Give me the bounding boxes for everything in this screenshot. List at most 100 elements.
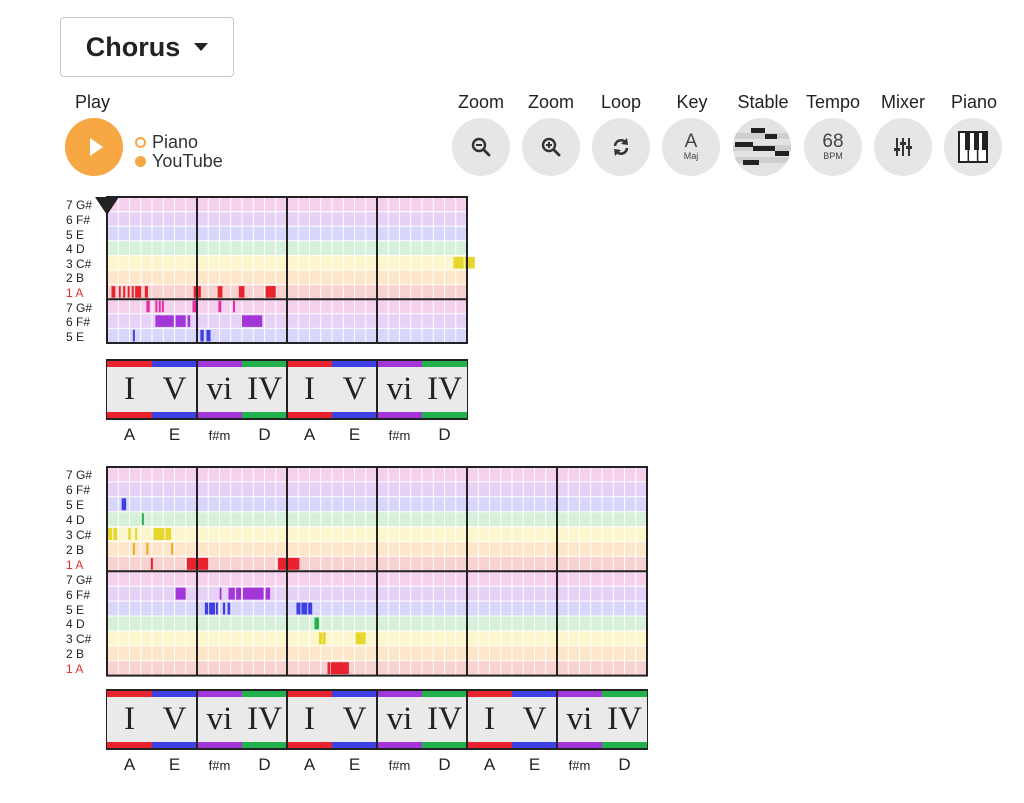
scale-degree-label: 2 B: [66, 647, 85, 662]
chord-name: f#m: [388, 428, 411, 443]
melody-note: [464, 256, 475, 269]
stable-button[interactable]: [733, 118, 791, 176]
chord-roman-numeral[interactable]: vi: [557, 691, 602, 748]
measure-separator: [376, 359, 378, 420]
melody-note: [206, 329, 211, 342]
melody-note: [314, 617, 319, 630]
melody-note: [233, 300, 235, 313]
melody-note: [193, 286, 199, 298]
scale-degree-label: 7 G#: [66, 468, 93, 483]
melody-note: [242, 587, 264, 600]
chord-name: D: [258, 425, 271, 444]
source-option-piano[interactable]: Piano: [135, 132, 198, 153]
melody-note: [128, 528, 131, 540]
chord-roman-numeral[interactable]: IV: [422, 691, 467, 748]
scale-degree-label: 3 C#: [66, 528, 92, 543]
scale-degree-label: 1 A: [66, 557, 84, 572]
chord-roman-numeral[interactable]: V: [152, 691, 197, 748]
key-button[interactable]: A Maj: [662, 118, 720, 176]
melody-note: [135, 528, 138, 540]
melody-note: [131, 286, 134, 298]
zoom-out-label: Zoom: [457, 92, 504, 112]
source-option-youtube[interactable]: YouTube: [135, 151, 223, 172]
measure-separator: [376, 689, 378, 750]
chord-roman-numeral[interactable]: I: [467, 691, 512, 748]
chord-roman-numeral[interactable]: V: [332, 361, 377, 418]
measure-separator: [196, 359, 198, 420]
chord-name: A: [303, 425, 316, 444]
melody-note: [204, 602, 209, 615]
tempo-value: 68: [822, 131, 844, 152]
melody-note: [228, 587, 235, 600]
chord-roman-numeral[interactable]: V: [512, 691, 557, 748]
play-button[interactable]: [65, 118, 123, 176]
chord-roman-numeral[interactable]: vi: [377, 691, 422, 748]
melody-note: [153, 528, 156, 540]
melody-note: [123, 286, 126, 298]
chord-name: D: [438, 755, 451, 774]
scale-degree-label: 6 F#: [66, 315, 91, 330]
melody-note: [107, 528, 112, 540]
key-label: Key: [676, 92, 708, 112]
chord-name: f#m: [568, 758, 591, 773]
zoom-in-button[interactable]: [522, 118, 580, 176]
play-icon: [89, 138, 103, 156]
zoom-out-icon: [471, 137, 491, 157]
chord-roman-numeral[interactable]: IV: [602, 691, 647, 748]
piano-roll-grid[interactable]: [95, 196, 475, 344]
chord-roman-numeral[interactable]: vi: [377, 361, 422, 418]
tempo-button[interactable]: 68 BPM: [804, 118, 862, 176]
melody-note: [301, 602, 308, 615]
chord-name: E: [168, 425, 181, 444]
chord-roman-numeral[interactable]: V: [332, 691, 377, 748]
melody-note: [209, 602, 215, 615]
radio-selected-icon: [135, 156, 146, 167]
chord-roman-numeral[interactable]: IV: [242, 691, 287, 748]
melody-note: [187, 315, 191, 327]
zoom-out-button[interactable]: [452, 118, 510, 176]
key-value: A: [684, 131, 698, 152]
melody-note: [158, 300, 161, 313]
piano-roll-grid[interactable]: [106, 466, 648, 677]
chord-roman-numeral[interactable]: V: [152, 361, 197, 418]
melody-note: [132, 543, 135, 555]
chord-roman-numeral[interactable]: I: [107, 691, 152, 748]
melody-note: [118, 286, 121, 298]
scale-degree-label: 7 G#: [66, 572, 93, 587]
chord-roman-numeral[interactable]: I: [107, 361, 152, 418]
melody-note: [218, 300, 222, 313]
melody-note: [278, 557, 300, 570]
melody-note: [215, 602, 218, 615]
chord-roman-numeral[interactable]: I: [287, 361, 332, 418]
piano-button[interactable]: [944, 118, 1002, 176]
melody-note: [175, 315, 186, 327]
stable-pattern-icon: [733, 118, 791, 176]
chord-roman-numeral[interactable]: I: [287, 691, 332, 748]
source-option-label: YouTube: [152, 151, 223, 171]
scale-degree-label: 4 D: [66, 513, 85, 528]
chord-roman-numeral[interactable]: vi: [197, 361, 242, 418]
melody-note: [146, 300, 150, 313]
melody-note: [171, 543, 174, 555]
melody-note: [327, 662, 331, 675]
loop-button[interactable]: [592, 118, 650, 176]
piano-label: Piano: [950, 92, 998, 112]
chord-roman-numeral[interactable]: vi: [197, 691, 242, 748]
chord-name: A: [123, 425, 136, 444]
section-dropdown[interactable]: Chorus: [60, 17, 234, 77]
melody-note: [200, 329, 204, 342]
loop-icon: [613, 138, 629, 156]
mixer-button[interactable]: [874, 118, 932, 176]
scale-degree-label: 1 A: [66, 662, 84, 677]
chord-roman-numeral[interactable]: IV: [422, 361, 467, 418]
chord-name: E: [528, 755, 541, 774]
melody-note: [150, 557, 153, 570]
chord-name: f#m: [388, 758, 411, 773]
melody-note: [165, 528, 172, 540]
chord-name: D: [438, 425, 451, 444]
melody-note: [227, 602, 231, 615]
chord-roman-numeral[interactable]: IV: [242, 361, 287, 418]
melody-note: [330, 662, 349, 675]
melody-note: [265, 587, 271, 600]
play-label: Play: [75, 92, 111, 112]
